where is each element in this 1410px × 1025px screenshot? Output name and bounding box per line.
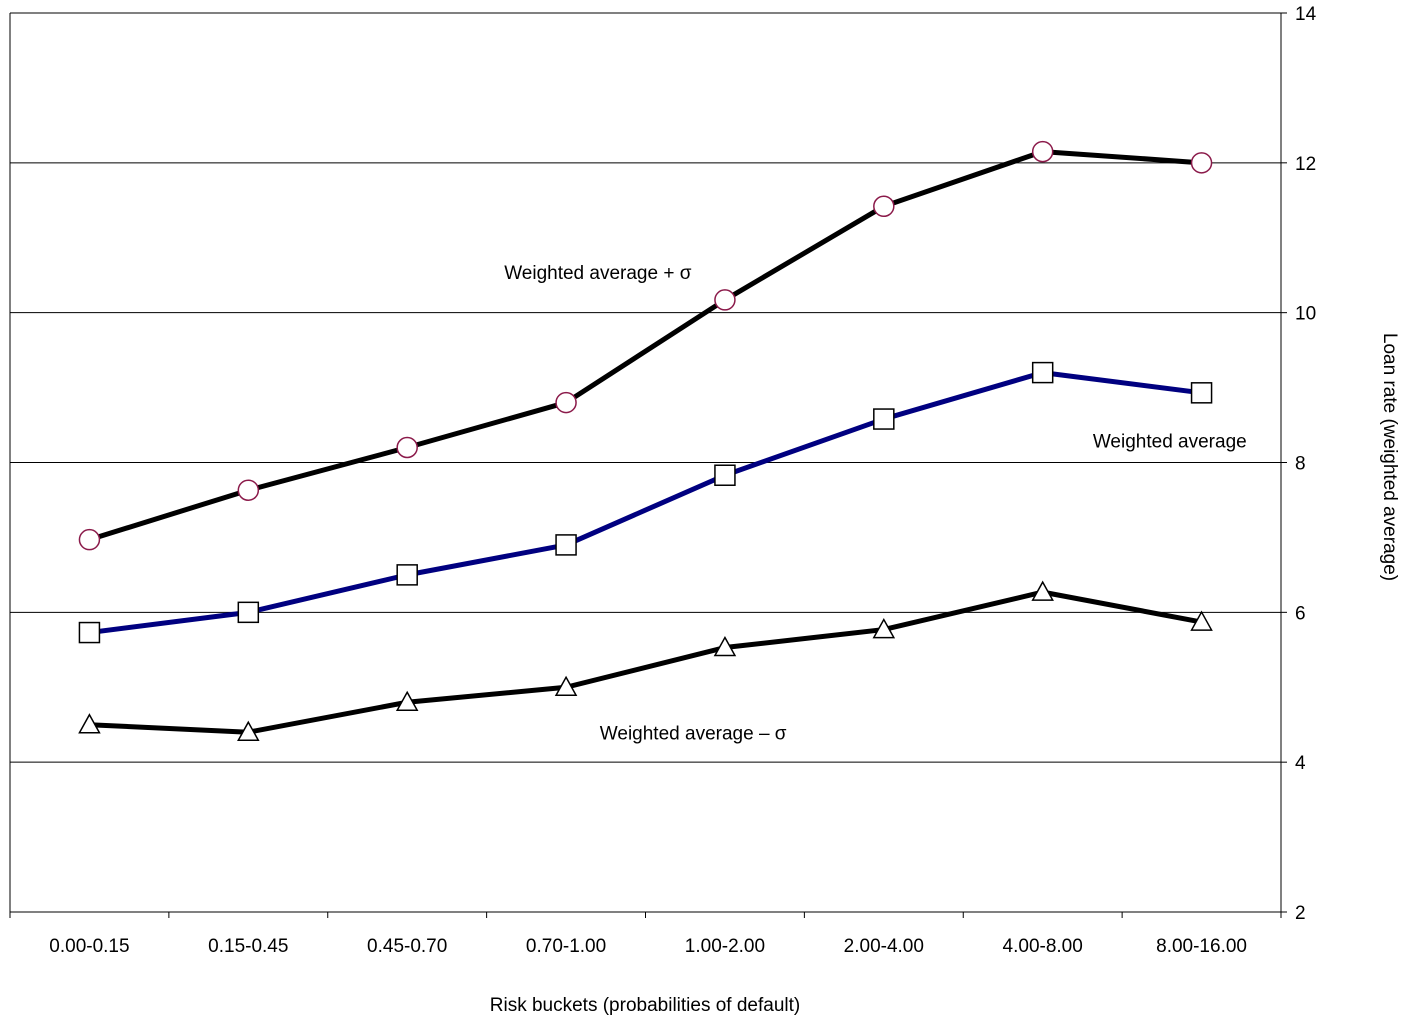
data-point	[237, 601, 260, 624]
data-point	[714, 464, 736, 486]
y-tick-label: 12	[1295, 154, 1316, 175]
y-tick-label: 2	[1295, 903, 1306, 924]
data-point	[395, 690, 419, 711]
data-point	[237, 720, 260, 741]
data-point	[78, 528, 101, 551]
x-tick-label: 0.45-0.70	[367, 936, 447, 957]
data-point	[555, 534, 577, 556]
y-axis-title: Loan rate (weighted average)	[1379, 333, 1400, 581]
series-label: Weighted average – σ	[600, 724, 787, 745]
series-line	[88, 149, 1202, 543]
x-axis-title: Risk buckets (probabilities of default)	[490, 995, 800, 1016]
data-point	[1031, 361, 1054, 384]
data-point	[396, 564, 418, 586]
data-point	[1031, 140, 1054, 163]
data-point	[872, 618, 896, 639]
x-tick-label: 0.00-0.15	[49, 936, 129, 957]
data-point	[555, 391, 577, 414]
data-point	[1190, 382, 1213, 404]
data-point	[873, 195, 895, 218]
series-label: Weighted average + σ	[504, 263, 692, 284]
data-point	[78, 621, 101, 644]
x-tick-label: 4.00-8.00	[1003, 936, 1083, 957]
x-tick-label: 2.00-4.00	[844, 936, 924, 957]
y-tick-label: 14	[1295, 4, 1317, 25]
y-tick-label: 4	[1295, 753, 1306, 774]
data-point	[554, 675, 578, 696]
y-tick-label: 6	[1295, 603, 1306, 624]
data-point	[1190, 152, 1213, 174]
x-tick-label: 0.15-0.45	[208, 936, 288, 957]
series-line	[89, 589, 1203, 735]
x-tick-label: 1.00-2.00	[685, 936, 765, 957]
labels-group: Weighted average + σ Weighted average Weig…	[504, 263, 1247, 745]
gridlines	[10, 12, 1281, 763]
data-point	[1031, 580, 1054, 601]
data-point	[713, 635, 737, 657]
data-point	[237, 479, 260, 501]
x-tick-label: 0.70-1.00	[526, 936, 606, 957]
series-group	[78, 140, 1213, 741]
data-point	[714, 289, 736, 311]
axes: 2 4 6 8 10 12 14 0.00-0.15 0.15-0.45 0.45-0.70 0.7…	[9, 4, 1317, 957]
y-tick-label: 10	[1295, 304, 1316, 325]
y-tick-label: 8	[1295, 454, 1306, 475]
series-line	[89, 370, 1202, 636]
data-point	[78, 713, 101, 734]
x-tick-label: 8.00-16.00	[1156, 936, 1247, 957]
series-label: Weighted average	[1093, 432, 1247, 453]
data-point	[396, 436, 418, 459]
data-point	[873, 408, 895, 430]
data-point	[1190, 610, 1213, 631]
